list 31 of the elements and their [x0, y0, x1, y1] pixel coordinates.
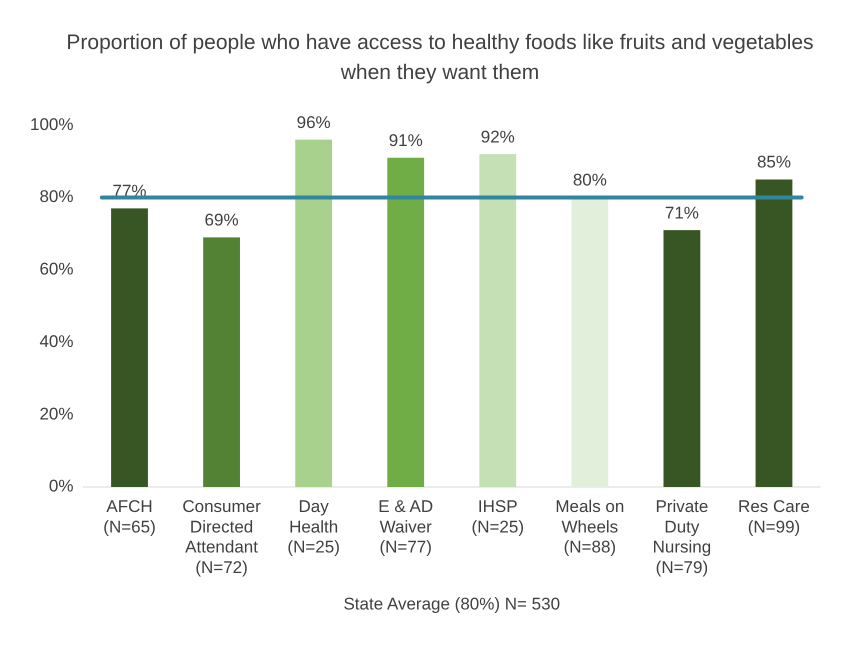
data-label: 92%	[480, 127, 515, 146]
y-tick-label: 20%	[39, 404, 74, 424]
bar	[479, 154, 516, 487]
x-tick-label: Meals on Wheels (N=88)	[555, 496, 624, 557]
x-tick-label: Day Health (N=25)	[287, 496, 340, 557]
data-label: 85%	[756, 152, 791, 172]
x-tick-label: E & AD Waiver (N=77)	[378, 496, 434, 557]
data-label: 91%	[388, 130, 423, 150]
x-tick-label: Consumer Directed Attendant (N=72)	[182, 496, 262, 578]
bar	[663, 230, 700, 487]
y-tick-label: 60%	[39, 260, 74, 279]
x-tick-label: Private Duty Nursing (N=79)	[652, 496, 712, 578]
bar	[756, 179, 792, 487]
data-label: 96%	[296, 112, 331, 132]
x-tick-label: Res Care (N=99)	[738, 496, 810, 536]
bar	[571, 198, 608, 487]
data-label: 69%	[204, 210, 239, 230]
y-tick-label: 0%	[48, 476, 74, 496]
bar	[295, 140, 332, 487]
x-tick-label: IHSP (N=25)	[472, 496, 524, 536]
y-tick-label: 40%	[39, 332, 74, 351]
x-tick-label: AFCH (N=65)	[103, 496, 156, 536]
bar	[203, 237, 240, 487]
bar	[387, 158, 424, 487]
bar	[111, 208, 148, 487]
y-tick-label: 80%	[39, 187, 74, 206]
x-axis-title: State Average (80%) N= 530	[343, 594, 560, 614]
chart-title: Proportion of people who have access to healthy foods like fruits and vegetables when they want them	[65, 30, 815, 86]
y-tick-label: 100%	[30, 114, 74, 134]
data-label: 71%	[664, 203, 699, 222]
data-label: 80%	[572, 170, 607, 190]
